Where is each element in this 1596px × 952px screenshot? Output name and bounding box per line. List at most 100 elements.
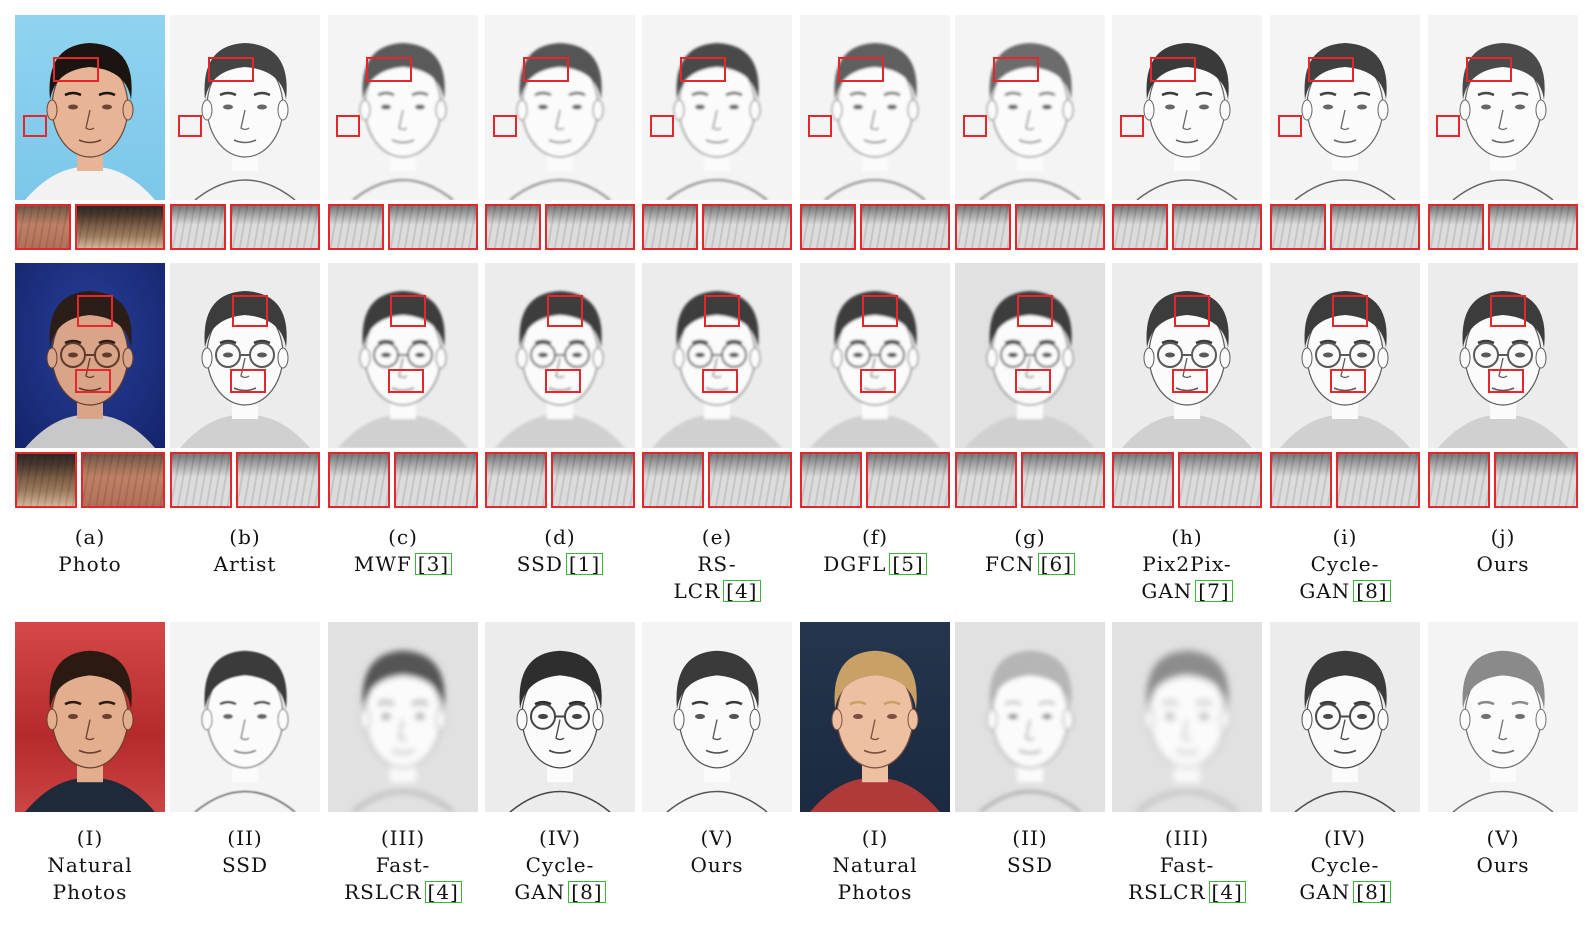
citation-link[interactable]: [8] (1353, 580, 1391, 602)
caption-method-name: GAN [8] (1275, 578, 1415, 605)
caption-text: Fast- (375, 853, 431, 877)
caption-label: (d) (544, 525, 576, 549)
citation-link[interactable]: [8] (1353, 881, 1391, 903)
detail-crop-ear (800, 204, 856, 250)
caption-label: (j) (1490, 525, 1516, 549)
caption-text: SSD (1006, 853, 1054, 877)
sketch-result (485, 263, 635, 448)
subfigure-caption: (g) FCN [6] (960, 524, 1100, 578)
sketch-result (1112, 622, 1262, 812)
caption-label: (f) (861, 525, 888, 549)
caption-method-name: GAN [8] (490, 879, 630, 906)
detail-crop-hair (800, 452, 862, 508)
sketch-result (1270, 622, 1420, 812)
detail-crop-hair (1428, 452, 1490, 508)
subfigure-caption: (III) Fast- RSLCR [4] (1117, 825, 1257, 906)
sketch-result (328, 622, 478, 812)
sketch-result (485, 622, 635, 812)
caption-method-name: Photos (805, 879, 945, 906)
highlight-box (1488, 369, 1524, 393)
detail-crop-hairline (1015, 204, 1105, 250)
highlight-box (547, 295, 583, 327)
caption-text: Artist (213, 552, 277, 576)
sketch-result (1270, 263, 1420, 448)
citation-link[interactable]: [6] (1037, 553, 1076, 575)
detail-crop-hairline (702, 204, 792, 250)
highlight-box (1466, 57, 1512, 82)
highlight-box (390, 295, 426, 327)
detail-crop-nose (551, 452, 635, 508)
highlight-box (862, 295, 898, 327)
detail-crop-hairline (860, 204, 950, 250)
sketch-result (955, 15, 1105, 200)
sketch-result (328, 263, 478, 448)
detail-crop-hairline (1488, 204, 1578, 250)
highlight-box (1150, 57, 1196, 82)
highlight-box (53, 57, 99, 82)
natural-photo (15, 622, 165, 812)
highlight-box (1172, 369, 1208, 393)
caption-method-name: Pix2Pix- (1117, 551, 1257, 578)
highlight-box (1120, 115, 1144, 137)
sketch-result (642, 263, 792, 448)
caption-method-name: Natural (805, 852, 945, 879)
sketch-result (170, 15, 320, 200)
detail-crop-hairline (388, 204, 478, 250)
caption-text: GAN (1299, 880, 1351, 904)
caption-text: DGFL (823, 552, 887, 576)
caption-method-name: Cycle- (1275, 852, 1415, 879)
caption-text: RS- (697, 552, 737, 576)
detail-crop-nose (866, 452, 950, 508)
highlight-box (860, 369, 896, 393)
highlight-box (1017, 295, 1053, 327)
citation-link[interactable]: [1] (565, 553, 604, 575)
citation-link[interactable]: [7] (1195, 580, 1233, 602)
caption-method-name: Ours (647, 852, 787, 879)
detail-crop-ear (1428, 204, 1484, 250)
caption-text: Natural (832, 853, 918, 877)
caption-text: Photos (52, 880, 128, 904)
highlight-box (1308, 57, 1354, 82)
caption-method-name: GAN [7] (1117, 578, 1257, 605)
citation-link[interactable]: [3] (414, 553, 453, 575)
caption-text: Ours (1476, 552, 1530, 576)
caption-method-name: MWF [3] (333, 551, 473, 578)
citation-link[interactable]: [8] (568, 881, 606, 903)
caption-text: Ours (1476, 853, 1530, 877)
citation-link[interactable]: [4] (1208, 881, 1246, 903)
citation-link[interactable]: [4] (424, 881, 462, 903)
detail-crop-nose (708, 452, 792, 508)
caption-label: (IV) (539, 826, 581, 850)
sketch-result (955, 263, 1105, 448)
caption-label: (II) (1012, 826, 1048, 850)
caption-text: GAN (514, 880, 566, 904)
input-photo (15, 263, 165, 448)
caption-method-name: SSD (175, 852, 315, 879)
subfigure-caption: (b) Artist (175, 524, 315, 578)
detail-crop-ear (1112, 204, 1168, 250)
highlight-box (75, 369, 111, 393)
highlight-box (1278, 115, 1302, 137)
caption-method-name: Cycle- (1275, 551, 1415, 578)
detail-crop-hair (1270, 452, 1332, 508)
caption-method-name: FCN [6] (960, 551, 1100, 578)
highlight-box (493, 115, 517, 137)
highlight-box (178, 115, 202, 137)
detail-crop-hair (955, 452, 1017, 508)
detail-crop-ear (642, 204, 698, 250)
highlight-box (545, 369, 581, 393)
caption-method-name: Photos (20, 879, 160, 906)
detail-crop-hairline (1330, 204, 1420, 250)
caption-method-name: Photo (20, 551, 160, 578)
highlight-box (232, 295, 268, 327)
detail-crop-hairline (1172, 204, 1262, 250)
detail-crop-hair (1112, 452, 1174, 508)
detail-crop-nose (1336, 452, 1420, 508)
citation-link[interactable]: [5] (889, 553, 927, 575)
highlight-box (1330, 369, 1366, 393)
detail-crop-nose (236, 452, 320, 508)
input-photo (15, 15, 165, 200)
highlight-box (230, 369, 266, 393)
highlight-box (702, 369, 738, 393)
citation-link[interactable]: [4] (723, 580, 761, 602)
